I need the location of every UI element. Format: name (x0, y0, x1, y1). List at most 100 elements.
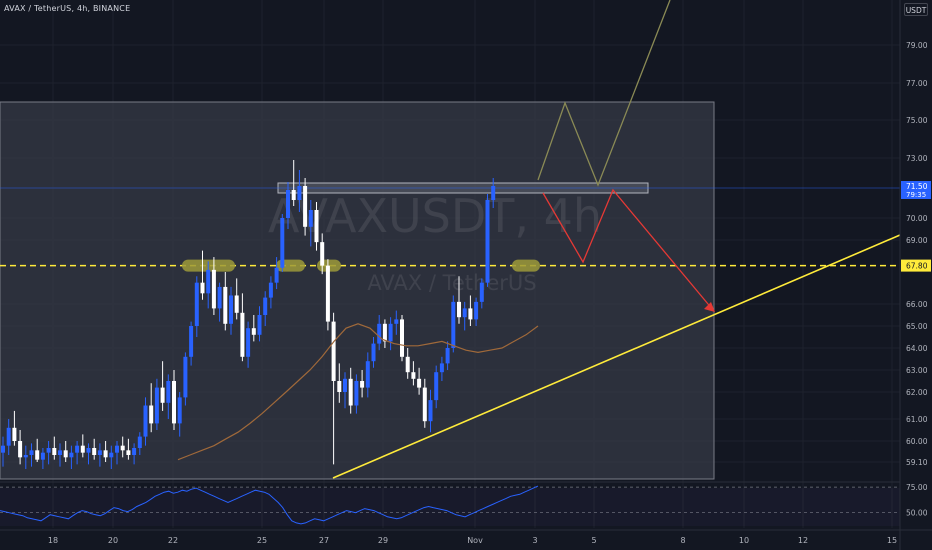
candle-body (223, 286, 228, 324)
price-tick-label: 70.00 (906, 214, 928, 223)
level-highlight (512, 259, 540, 272)
candle-body (257, 315, 262, 335)
price-tick-label: 65.00 (906, 322, 928, 331)
candle-body (343, 378, 347, 392)
candle-body (377, 323, 382, 344)
candle-body (445, 348, 450, 364)
candle-body (263, 297, 268, 315)
time-tick-label: 27 (319, 536, 329, 545)
time-tick-label: 5 (591, 536, 596, 545)
candle-body (394, 319, 399, 324)
candle-body (35, 450, 40, 460)
candle-body (63, 450, 68, 458)
candle-body (46, 448, 51, 453)
price-tick-label: 77.00 (906, 79, 928, 88)
candle-body (240, 312, 245, 357)
candle-body (58, 450, 62, 455)
candle-body (160, 387, 165, 403)
time-tick-label: 8 (680, 536, 685, 545)
candle-body (132, 448, 137, 455)
candle-body (297, 186, 302, 200)
candle-body (468, 308, 473, 320)
candle-body (97, 450, 102, 455)
time-tick-label: 3 (532, 536, 537, 545)
candle-body (75, 445, 80, 453)
candle-body (6, 427, 11, 446)
candle-body (18, 441, 23, 458)
candle-body (434, 372, 439, 401)
candle-body (291, 190, 296, 200)
time-tick-label: 15 (887, 536, 897, 545)
candle-body (166, 381, 171, 403)
candle-body (382, 323, 387, 342)
watermark-name: AVAX / TetherUS (367, 271, 536, 295)
candle-body (103, 450, 108, 458)
candle-body (371, 343, 376, 362)
candle-body (422, 387, 427, 422)
candle-body (325, 265, 330, 322)
support-trendline (332, 234, 901, 479)
price-tick-label: 73.00 (906, 154, 928, 163)
candle-body (109, 452, 114, 458)
candle-body (251, 328, 256, 335)
candle-body (69, 452, 74, 458)
candle-body (189, 326, 194, 357)
rsi-tick-label: 75.00 (906, 483, 928, 492)
candle-body (411, 372, 416, 379)
candle-body (274, 267, 279, 283)
candle-body (479, 282, 484, 302)
moving-average-line (177, 323, 539, 461)
countdown-label: 79:35 (906, 191, 926, 199)
candle-body (137, 436, 142, 448)
candle-body (211, 269, 216, 309)
candle-body (12, 427, 17, 441)
price-tick-label: 63.00 (906, 366, 928, 375)
candle-body (320, 242, 325, 266)
candle-body (1, 445, 5, 453)
candle-body (268, 282, 273, 298)
candle-body (120, 445, 125, 451)
price-tick-label: 69.00 (906, 236, 928, 245)
price-tick-label: 75.00 (906, 116, 928, 125)
candle-body (308, 210, 313, 227)
time-tick-label: 29 (378, 536, 388, 545)
candle-body (194, 282, 199, 326)
rsi-line (0, 485, 539, 525)
candle-body (354, 381, 359, 406)
candle-body (217, 286, 222, 309)
level-label: 67.80 (906, 262, 928, 271)
candle-body (229, 295, 233, 324)
candle-body (200, 282, 205, 294)
currency-button[interactable]: USDT (904, 3, 928, 16)
rsi-band (0, 488, 900, 526)
candle-body (457, 301, 461, 318)
level-label-bg (901, 259, 931, 272)
candle-body (400, 319, 404, 357)
symbol-title[interactable]: AVAX / TetherUS, 4h, BINANCE (4, 4, 131, 13)
last-price-label: 71.50 (906, 182, 928, 191)
candle-body (348, 378, 353, 406)
candle-body (337, 381, 342, 392)
candle-body (365, 361, 370, 388)
price-tick-label: 60.00 (906, 437, 928, 446)
candle-body (360, 381, 365, 388)
candle-body (314, 210, 319, 243)
bearish-projection-path (542, 188, 714, 311)
candle-body (92, 448, 97, 455)
candle-body (462, 308, 467, 318)
candle-body (428, 400, 433, 422)
price-tick-label: 59.10 (906, 458, 928, 467)
time-tick-label: 25 (257, 536, 267, 545)
candle-body (177, 397, 182, 424)
time-tick-label: 10 (739, 536, 749, 545)
candle-body (143, 405, 148, 437)
bullish-projection-path (537, 0, 671, 187)
price-tick-label: 64.00 (906, 344, 928, 353)
price-tick-label: 62.00 (906, 388, 928, 397)
time-tick-label: 22 (168, 536, 178, 545)
analysis-rectangle (0, 101, 715, 480)
candle-body (86, 448, 91, 453)
candle-body (172, 381, 176, 424)
